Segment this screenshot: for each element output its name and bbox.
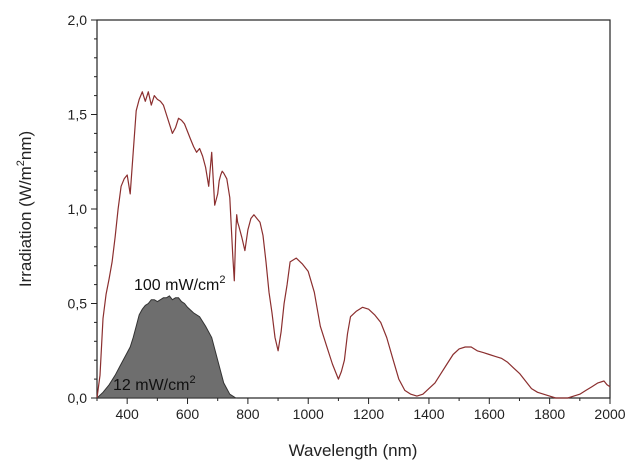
annotation-100mw-sup: 2 [219,274,225,286]
annotation-12mw-text: 12 mW/cm [113,377,189,394]
x-axis: 400 600 800 1000 1200 1400 1600 1800 2000 [96,398,626,422]
y-tick-label: 1,0 [68,201,88,217]
x-tick-label: 1400 [413,406,444,422]
x-tick-label: 1200 [353,406,384,422]
annotation-12mw-sup: 2 [189,374,195,386]
x-tick-label: 1600 [474,406,505,422]
area-12mw-spectrum [95,295,238,399]
x-tick-label: 400 [115,406,139,422]
x-tick-label: 1800 [534,406,565,422]
x-tick-label: 600 [176,406,200,422]
y-tick-label: 0,5 [68,296,88,312]
line-100mw-spectrum [96,91,611,399]
y-tick-label: 1,5 [68,107,88,123]
y-tick-label: 0,0 [68,390,88,406]
y-axis: 0,0 0,5 1,0 1,5 2,0 [68,12,97,406]
annotation-100mw: 100 mW/cm2 [134,274,225,294]
y-tick-label: 2,0 [68,12,88,28]
y-axis-title-end: nm) [16,131,35,160]
x-tick-label: 2000 [594,406,625,422]
x-axis-title: Wavelength (nm) [289,441,418,460]
y-axis-title: Irradiation (W/m2nm) [15,131,35,287]
x-tick-label: 1000 [293,406,324,422]
y-axis-title-main: Irradiation (W/m [16,166,35,287]
x-tick-label: 800 [236,406,260,422]
plot-content [95,91,611,399]
annotation-100mw-text: 100 mW/cm [134,277,219,294]
y-axis-title-sup: 2 [15,160,27,166]
annotation-12mw: 12 mW/cm2 [113,374,196,394]
